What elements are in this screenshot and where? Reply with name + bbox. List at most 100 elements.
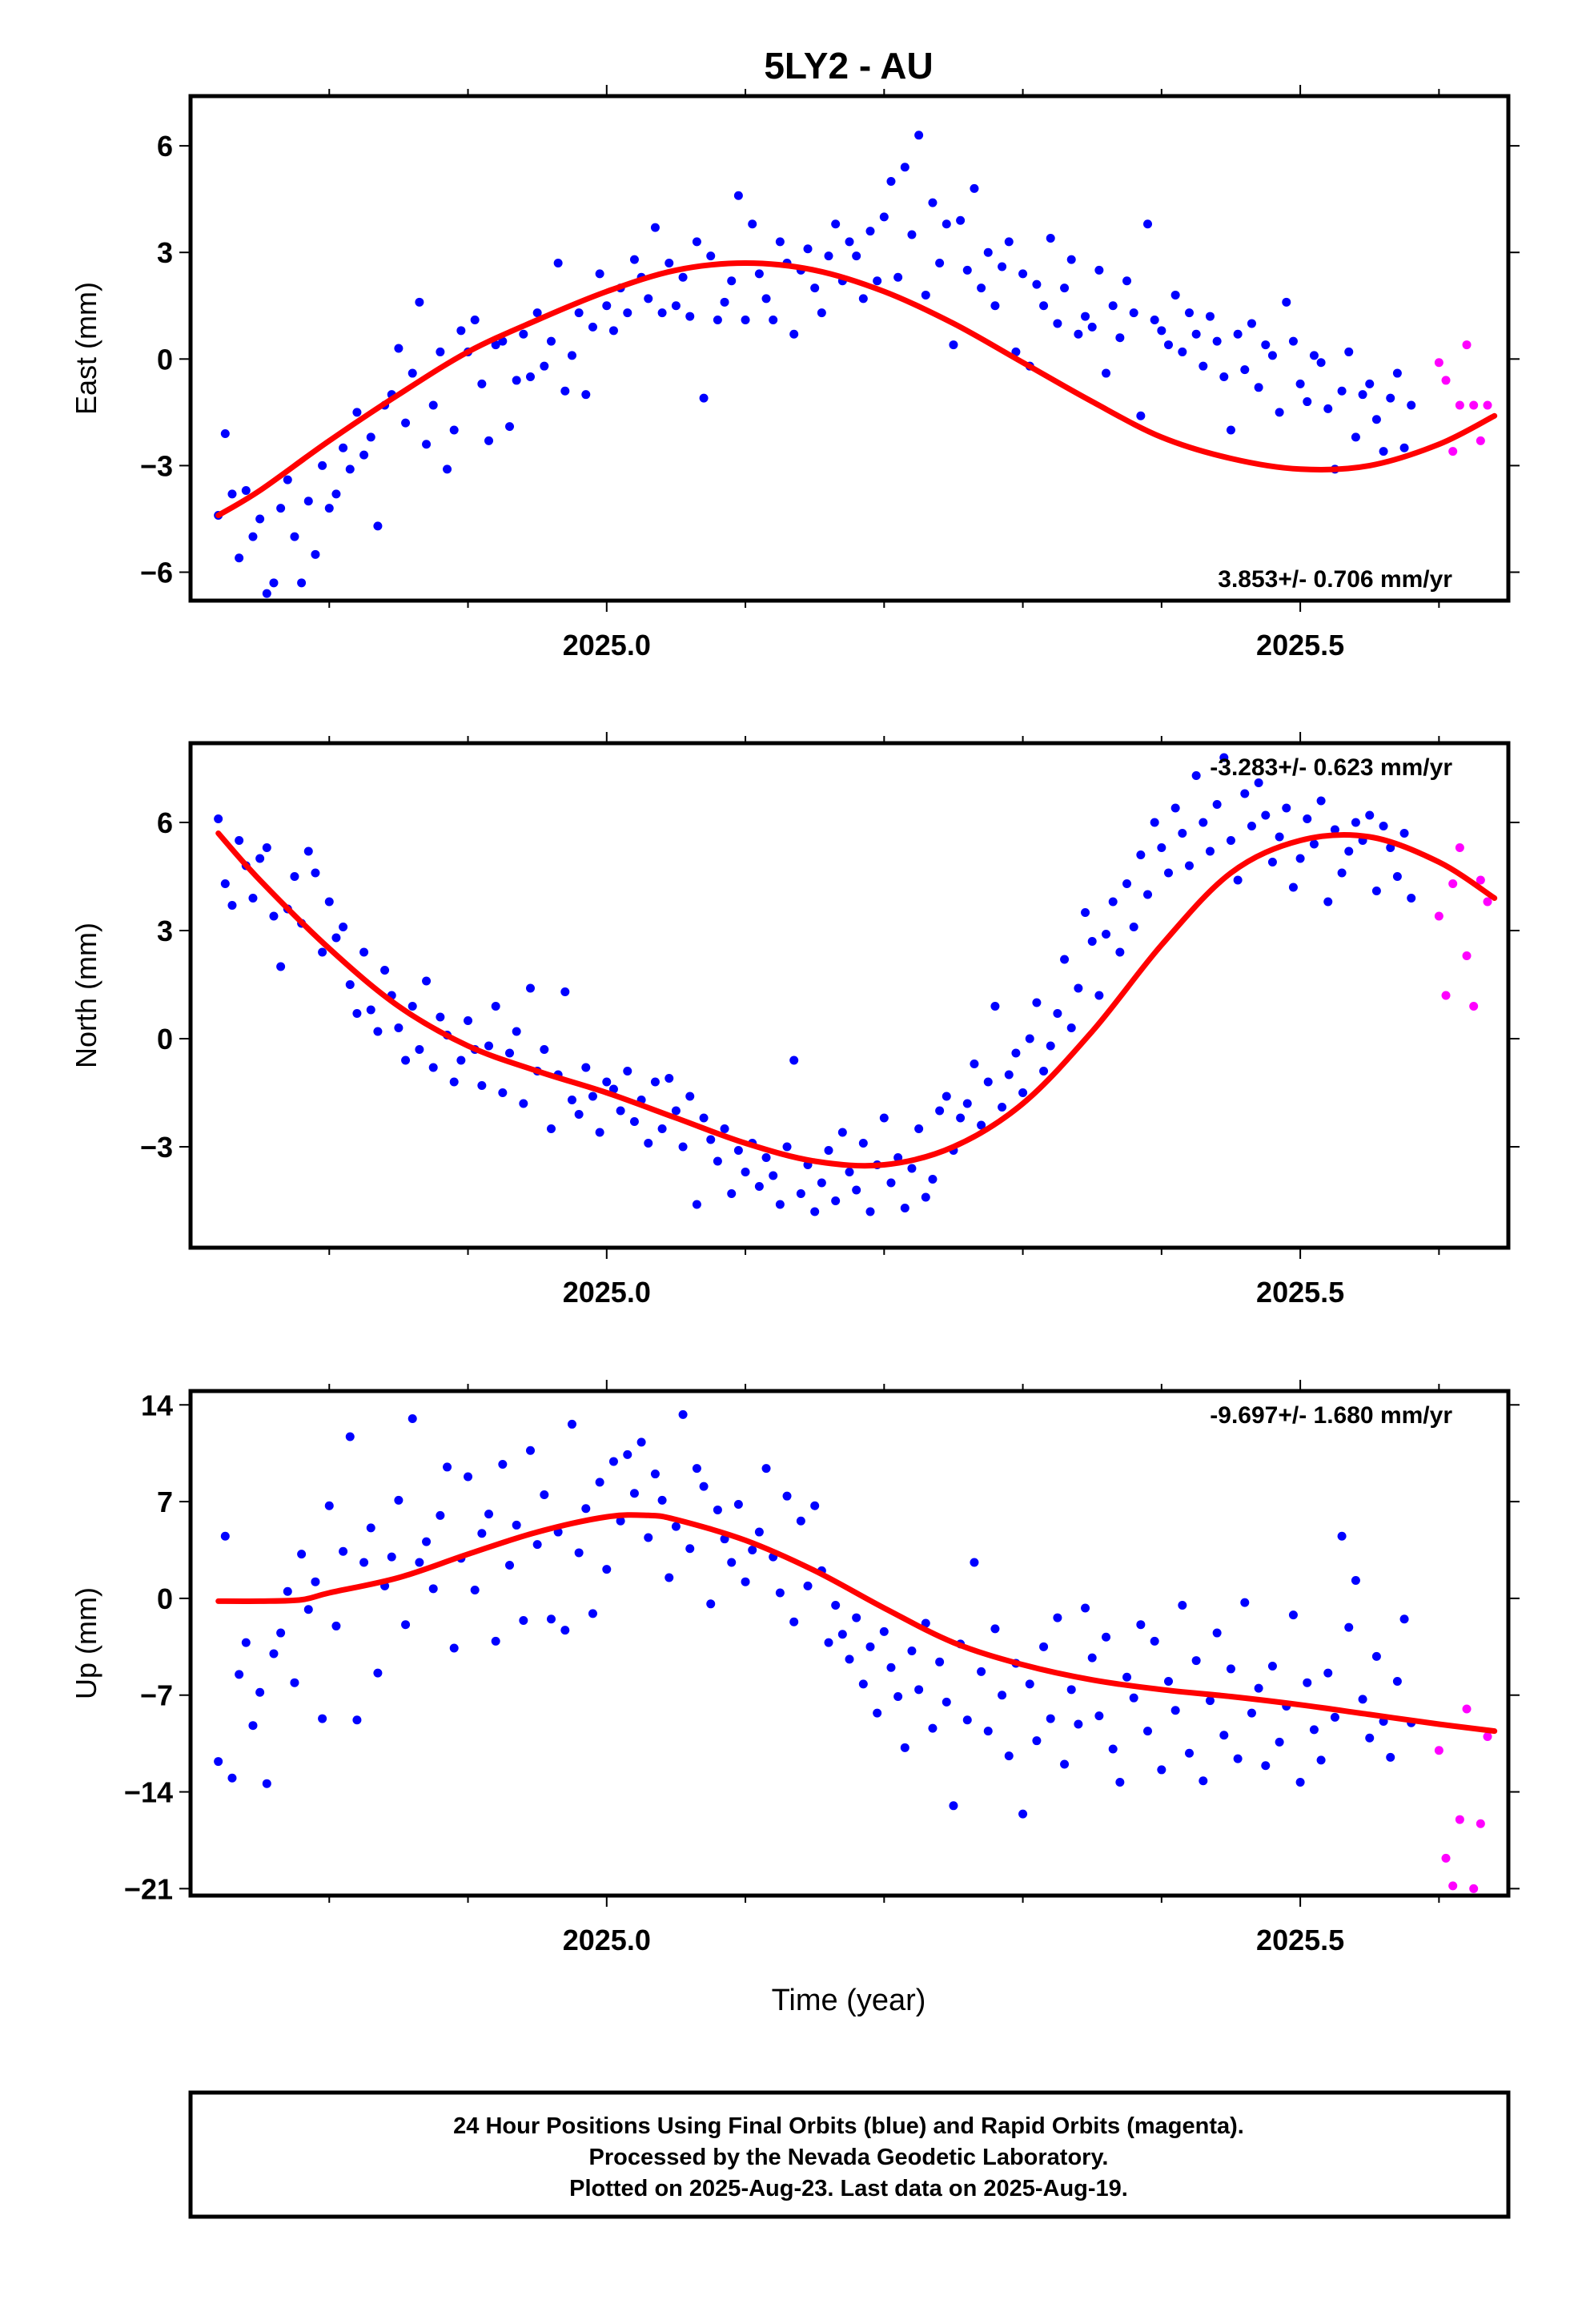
east-final-point <box>1267 351 1277 360</box>
up-final-point <box>1150 1636 1159 1646</box>
up-final-point <box>1199 1776 1208 1786</box>
north-final-point <box>623 1067 632 1076</box>
up-final-point <box>623 1449 632 1459</box>
up-final-point <box>1066 1685 1076 1695</box>
north-final-point <box>235 836 244 845</box>
north-final-point <box>1351 818 1360 827</box>
north-final-point <box>1018 1088 1028 1097</box>
up-rapid-point <box>1441 1853 1451 1863</box>
east-ytick-label: −6 <box>140 557 173 589</box>
north-final-point <box>796 1189 805 1198</box>
north-final-point <box>817 1178 826 1188</box>
north-final-point <box>1288 883 1298 892</box>
up-final-point <box>1094 1711 1104 1721</box>
north-final-point <box>998 1103 1007 1112</box>
east-final-point <box>373 521 383 531</box>
up-final-point <box>1081 1603 1090 1613</box>
north-final-point <box>505 1048 515 1058</box>
east-final-point <box>1240 365 1250 375</box>
up-final-point <box>366 1523 375 1533</box>
east-final-point <box>1129 308 1138 318</box>
up-final-point <box>428 1584 438 1594</box>
east-final-point <box>1108 301 1118 311</box>
east-rapid-point <box>1448 447 1458 456</box>
up-rapid-point <box>1448 1881 1458 1891</box>
east-final-point <box>422 440 432 449</box>
east-final-point <box>1066 255 1076 264</box>
east-final-point <box>470 316 480 325</box>
north-final-point <box>886 1178 896 1188</box>
up-final-point <box>761 1464 771 1474</box>
north-final-point <box>928 1175 938 1184</box>
north-final-point <box>262 843 271 852</box>
north-final-point <box>1309 839 1319 849</box>
north-final-point <box>671 1106 681 1116</box>
east-y-axis-label: East (mm) <box>70 282 102 415</box>
east-final-point <box>727 276 737 286</box>
north-final-point <box>318 947 327 957</box>
north-final-point <box>498 1088 508 1097</box>
east-final-point <box>803 244 813 254</box>
north-final-point <box>879 1113 889 1123</box>
up-final-point <box>498 1459 508 1469</box>
up-final-point <box>276 1628 286 1638</box>
north-final-point <box>1046 1041 1055 1051</box>
up-final-point <box>1004 1751 1014 1761</box>
up-final-point <box>1108 1744 1118 1754</box>
north-final-point <box>1060 955 1070 964</box>
north-final-point <box>837 1128 847 1137</box>
north-final-point <box>900 1204 909 1212</box>
up-final-point <box>318 1714 327 1723</box>
up-final-point <box>1316 1755 1326 1765</box>
up-final-point <box>303 1605 313 1614</box>
east-frame <box>188 94 1511 603</box>
up-final-point <box>886 1663 896 1672</box>
east-final-point <box>1102 368 1111 378</box>
east-final-point <box>324 504 334 513</box>
north-final-point <box>512 1027 521 1036</box>
east-final-point <box>477 379 487 388</box>
up-final-point <box>1226 1664 1235 1674</box>
north-final-point <box>290 872 299 881</box>
east-final-point <box>1247 319 1256 328</box>
east-final-point <box>893 272 903 282</box>
up-final-point <box>1337 1531 1347 1541</box>
up-final-point <box>1191 1656 1201 1666</box>
east-final-point <box>1046 233 1055 243</box>
east-final-point <box>956 215 966 225</box>
up-final-point <box>443 1462 452 1472</box>
east-final-point <box>359 450 369 460</box>
east-final-point <box>706 251 716 261</box>
north-final-point <box>629 1117 639 1126</box>
north-final-point <box>1081 908 1090 917</box>
north-final-point <box>276 962 286 971</box>
east-final-point <box>262 589 271 598</box>
north-final-point <box>1316 796 1326 806</box>
north-final-point <box>1122 879 1132 888</box>
up-final-point <box>401 1620 411 1630</box>
north-final-point <box>1267 858 1277 866</box>
north-final-point <box>692 1200 701 1209</box>
up-final-point <box>283 1586 292 1596</box>
east-final-point <box>1018 269 1028 279</box>
up-final-point <box>1046 1714 1055 1723</box>
east-final-point <box>1233 329 1243 339</box>
east-data-layer <box>214 131 1498 598</box>
north-final-point <box>1344 846 1354 856</box>
north-final-point <box>935 1106 945 1116</box>
up-final-point <box>262 1779 271 1788</box>
footer-line-2: Processed by the Nevada Geodetic Laborat… <box>589 2145 1109 2170</box>
east-final-point <box>1053 319 1062 328</box>
east-final-point <box>1115 333 1125 343</box>
north-final-point <box>436 1012 445 1022</box>
up-final-point <box>512 1520 521 1530</box>
up-final-point <box>339 1546 348 1556</box>
east-final-point <box>824 251 833 261</box>
east-final-point <box>671 301 681 311</box>
north-final-point <box>408 1002 417 1011</box>
north-final-point <box>1039 1067 1049 1076</box>
up-final-point <box>290 1678 299 1687</box>
up-final-point <box>595 1478 604 1487</box>
east-final-point <box>692 237 701 247</box>
north-final-point <box>789 1055 799 1065</box>
